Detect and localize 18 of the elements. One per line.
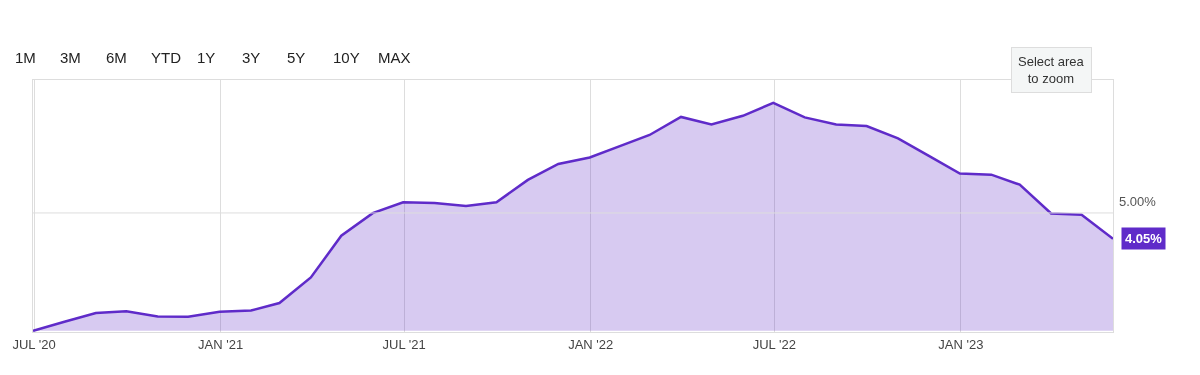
text: 3Y bbox=[242, 49, 261, 66]
text: 1M bbox=[15, 49, 36, 66]
text: MAX bbox=[378, 49, 411, 66]
text: 6M bbox=[106, 49, 127, 66]
x-tick-label: JUL '22 bbox=[752, 336, 796, 352]
x-tick-label: JAN '21 bbox=[198, 336, 244, 352]
text: Select area to zoom bbox=[1018, 54, 1085, 86]
x-tick-label: JUL '20 bbox=[12, 336, 56, 352]
annotation: 4.05% bbox=[1125, 231, 1163, 246]
x-tick-label: JAN '22 bbox=[568, 336, 614, 352]
x-tick-label: JUL '21 bbox=[382, 336, 426, 352]
text: 10Y bbox=[333, 49, 360, 66]
text: YTD bbox=[151, 49, 182, 66]
text: 5Y bbox=[287, 49, 306, 66]
text: 1Y bbox=[197, 49, 216, 66]
x-tick-label: JAN '23 bbox=[938, 336, 984, 352]
annotation: 5.00% bbox=[1119, 194, 1157, 209]
text: 3M bbox=[60, 49, 81, 66]
